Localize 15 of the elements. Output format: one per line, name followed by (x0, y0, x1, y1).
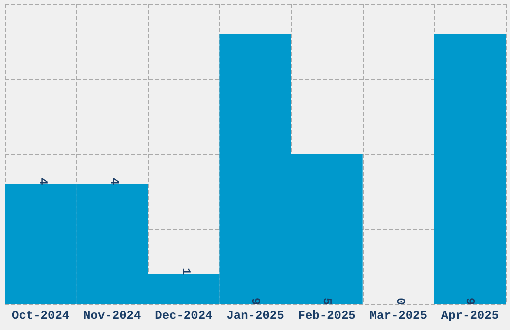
x-tick-label: Dec-2024 (155, 309, 213, 323)
data-label: 1 (178, 268, 193, 276)
x-tick-label: Oct-2024 (12, 309, 70, 323)
x-tick-label: Feb-2025 (298, 309, 356, 323)
data-label: 9 (248, 298, 262, 306)
x-tick-label: Nov-2024 (84, 309, 142, 323)
data-label: 4 (107, 178, 122, 186)
x-tick-label: Mar-2025 (370, 309, 428, 323)
data-label: 4 (36, 178, 50, 186)
data-label: 9 (463, 298, 478, 306)
bar (434, 34, 506, 304)
x-tick-label: Jan-2025 (226, 309, 284, 323)
data-label: 0 (394, 298, 408, 306)
x-tick-label: Apr-2025 (441, 309, 500, 323)
data-label: 5 (320, 298, 334, 306)
